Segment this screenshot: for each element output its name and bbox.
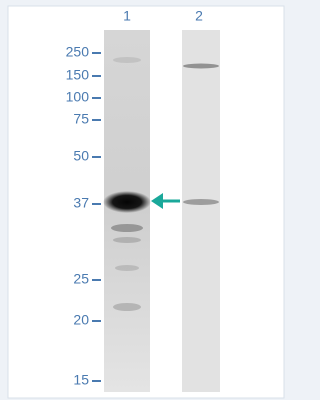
lane-label: 2: [195, 8, 203, 24]
band: [113, 237, 141, 243]
band: [111, 224, 143, 232]
marker-label: 20: [73, 312, 89, 328]
marker-ladder: 250 150 100 75 50 37 25 20 15: [66, 44, 101, 388]
marker-label: 15: [73, 372, 89, 388]
band: [103, 191, 151, 213]
marker-label: 25: [73, 271, 89, 287]
marker-label: 100: [66, 89, 90, 105]
lane-label: 1: [123, 8, 131, 24]
arrow: [151, 193, 180, 209]
marker-label: 150: [66, 67, 90, 83]
lane-2: [182, 30, 220, 392]
band: [113, 57, 141, 63]
marker-label: 75: [73, 111, 89, 127]
band: [183, 199, 219, 205]
band: [113, 303, 141, 311]
marker-label: 250: [66, 44, 90, 60]
band: [115, 265, 139, 271]
marker-label: 50: [73, 148, 89, 164]
blot-figure: 1 2 250 150 100 75 50 37 25 20 15: [7, 5, 285, 399]
marker-label: 37: [73, 195, 89, 211]
band: [183, 63, 219, 69]
